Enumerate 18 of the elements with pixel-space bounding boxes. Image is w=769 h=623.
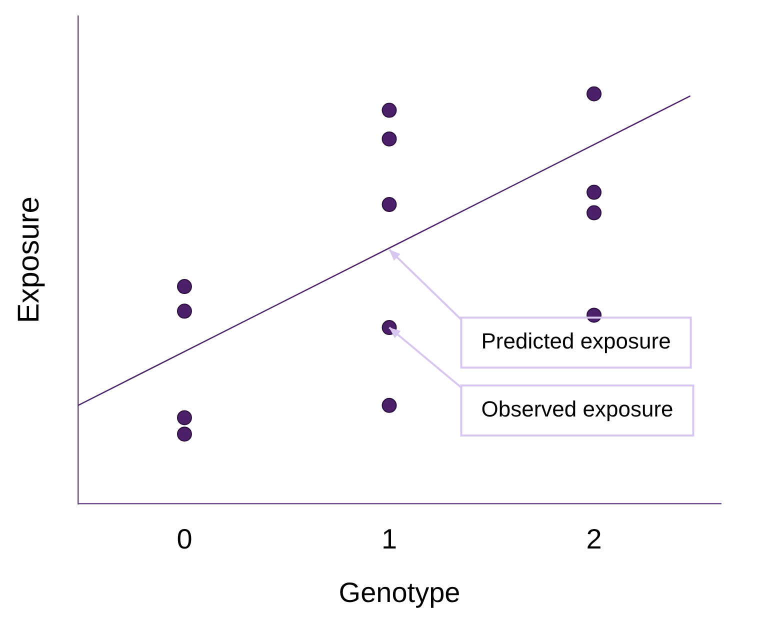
x-axis-title: Genotype — [338, 576, 460, 608]
annotation: Predicted exposure — [481, 328, 671, 354]
point — [176, 426, 192, 442]
point — [176, 279, 192, 294]
point — [586, 205, 602, 220]
point — [176, 410, 192, 426]
point — [382, 131, 397, 146]
point — [382, 398, 397, 413]
x-tick-label: 0 — [176, 523, 192, 554]
x-tick-label: 1 — [381, 523, 398, 554]
point — [382, 102, 397, 118]
point — [176, 304, 192, 319]
point — [586, 184, 602, 200]
point — [586, 86, 602, 102]
x-tick-label: 2 — [586, 523, 602, 554]
point — [382, 197, 397, 212]
y-axis-title: Exposure — [12, 196, 46, 324]
annotation: Observed exposure — [481, 396, 674, 422]
